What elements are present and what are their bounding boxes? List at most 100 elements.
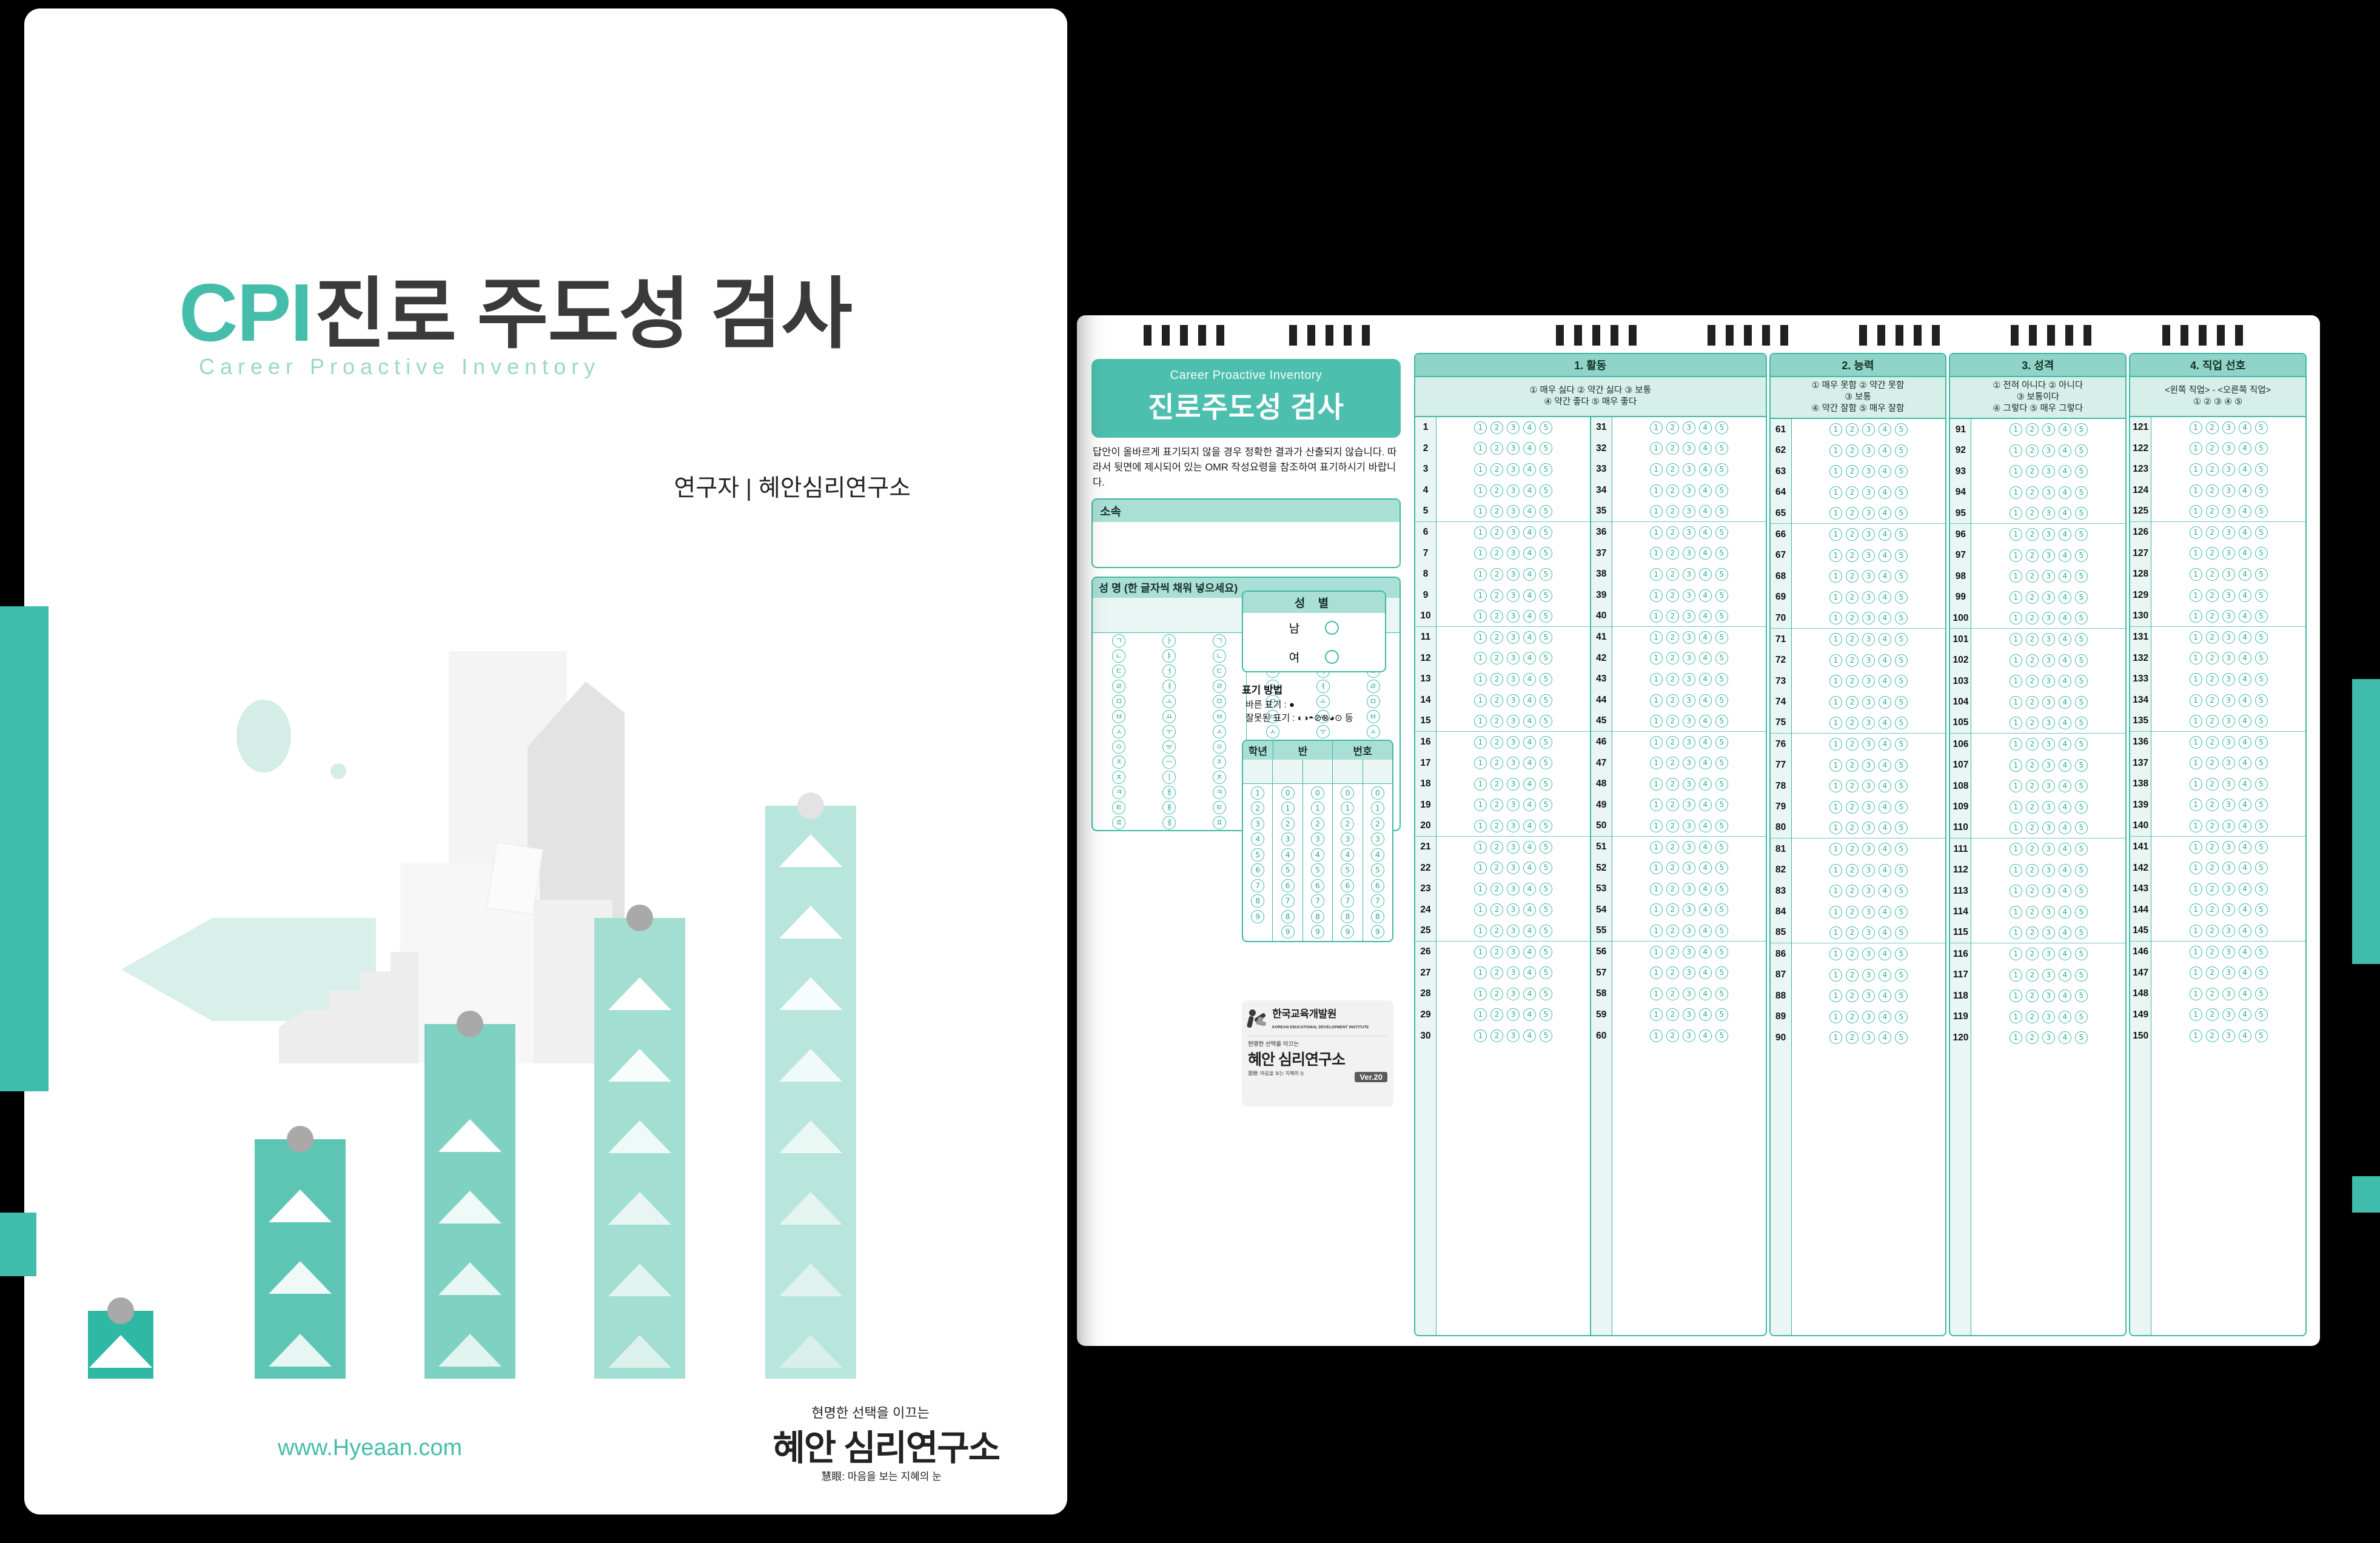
answer-bubble[interactable]: 5 [1715,882,1728,895]
answer-bubble[interactable]: 3 [1862,843,1875,856]
answer-bubble[interactable]: 5 [1894,486,1908,499]
answer-bubble[interactable]: 1 [1473,421,1487,434]
answer-bubble[interactable]: 2 [1845,863,1859,877]
answer-bubble[interactable]: 2 [1666,987,1679,1000]
answer-bubble[interactable]: 1 [1649,882,1663,895]
answer-bubble[interactable]: 1 [1829,885,1842,898]
answer-bubble[interactable]: 4 [2238,882,2251,895]
name-char-write-box[interactable] [1093,598,1246,634]
answer-bubble[interactable]: 4 [2058,675,2071,688]
answer-bubble[interactable]: 5 [1539,652,1552,665]
answer-bubble[interactable]: 5 [2074,968,2088,982]
answer-bubble[interactable]: 3 [1506,442,1520,455]
answer-bubble[interactable]: 3 [1682,504,1695,518]
answer-bubble[interactable]: 5 [1539,589,1552,602]
answer-bubble[interactable]: 1 [2189,798,2202,812]
number-ones-bubble-7[interactable]: 7 [1370,894,1384,908]
answer-bubble[interactable]: 5 [1894,549,1908,562]
name-bubble-row[interactable]: ㅍㅔㅍ [1093,815,1246,830]
answer-bubble[interactable]: 3 [2222,421,2235,434]
answer-bubble[interactable]: 1 [2009,780,2022,793]
name-bubble-row[interactable]: ㄴㅑㄴ [1093,648,1246,663]
answer-bubble[interactable]: 2 [1666,757,1679,770]
answer-bubble[interactable]: 3 [2042,738,2055,751]
answer-bubble[interactable]: 4 [1878,486,1891,499]
answer-section-4[interactable]: 4. 직업 선호 <왼쪽 직업> - <오른쪽 직업> ① ② ③ ④ ⑤ 121 12… [2129,353,2307,1336]
name-bubble-row[interactable]: ㄹㅕㄹ [1093,678,1246,694]
answer-bubble[interactable]: 3 [2042,633,2055,646]
answer-bubble[interactable]: 1 [1473,714,1487,728]
name-bubble-row[interactable]: ㄱㅏㄱ [1093,633,1246,648]
answer-bubble[interactable]: 5 [1894,948,1908,961]
answer-bubble[interactable]: 1 [2009,465,2022,478]
answer-bubble[interactable]: 5 [1715,819,1728,832]
answer-bubble[interactable]: 3 [2222,504,2235,518]
answer-bubble[interactable]: 2 [2205,714,2219,728]
answer-bubble[interactable]: 5 [2254,945,2268,959]
answer-bubble[interactable]: 1 [1473,526,1487,539]
answer-bubble[interactable]: 3 [1506,609,1520,623]
answer-bubble[interactable]: 1 [1473,1029,1487,1043]
answer-bubble[interactable]: 3 [1862,507,1875,520]
answer-bubble[interactable]: 4 [1698,547,1712,560]
cover-url[interactable]: www.Hyeaan.com [278,1435,463,1461]
answer-bubble[interactable]: 2 [2025,570,2039,583]
answer-bubble[interactable]: 1 [1473,819,1487,832]
answer-bubble[interactable]: 3 [1682,882,1695,895]
answer-bubble[interactable]: 5 [1539,903,1552,917]
answer-bubble[interactable]: 5 [1715,1029,1728,1043]
answer-bubble[interactable]: 3 [2042,968,2055,982]
answer-bubble[interactable]: 3 [1862,926,1875,939]
answer-bubble[interactable]: 5 [1539,1008,1552,1022]
answer-bubble[interactable]: 4 [2238,609,2251,623]
answer-bubble[interactable]: 5 [1539,966,1552,980]
answer-bubble[interactable]: 1 [2009,843,2022,856]
answer-bubble[interactable]: 1 [1829,570,1842,583]
answer-bubble[interactable]: 2 [1666,840,1679,854]
answer-bubble[interactable]: 3 [2042,507,2055,520]
answer-bubble[interactable]: 1 [2009,948,2022,961]
answer-bubble[interactable]: 5 [2254,924,2268,937]
answer-bubble[interactable]: 5 [1894,528,1908,541]
answer-bubble[interactable]: 2 [2205,589,2219,602]
answer-bubble[interactable]: 2 [1490,987,1503,1000]
answer-bubble[interactable]: 3 [2042,654,2055,667]
answer-bubble[interactable]: 2 [1666,672,1679,686]
name-bubble[interactable]: ㅕ [1162,679,1176,693]
answer-bubble[interactable]: 2 [2205,652,2219,665]
answer-bubble[interactable]: 5 [2254,609,2268,623]
answer-bubble[interactable]: 1 [1473,442,1487,455]
name-bubble[interactable]: ㅅ [1265,725,1279,738]
answer-bubble[interactable]: 3 [1506,484,1520,497]
answer-bubble[interactable]: 5 [2074,423,2088,437]
answer-bubble[interactable]: 4 [1878,780,1891,793]
answer-bubble[interactable]: 2 [2025,486,2039,499]
answer-bubble[interactable]: 3 [1682,1029,1695,1043]
answer-bubble[interactable]: 5 [2074,570,2088,583]
name-bubble[interactable]: ㄴ [1213,649,1227,663]
answer-bubble[interactable]: 1 [2189,463,2202,476]
answer-bubble[interactable]: 3 [1506,547,1520,560]
answer-bubble[interactable]: 5 [2074,633,2088,646]
name-bubble[interactable]: ㅅ [1112,725,1126,738]
answer-bubble[interactable]: 4 [1523,757,1536,770]
answer-bubble[interactable]: 1 [1649,819,1663,832]
answer-bubble[interactable]: 1 [2009,591,2022,604]
answer-bubble[interactable]: 5 [1539,463,1552,476]
answer-bubble[interactable]: 3 [1682,463,1695,476]
name-bubble[interactable]: ㄱ [1112,634,1126,648]
answer-bubble[interactable]: 3 [2042,486,2055,499]
answer-bubble[interactable]: 4 [2238,714,2251,728]
name-bubble[interactable]: ㄱ [1213,634,1227,648]
answer-bubble[interactable]: 2 [2025,758,2039,772]
answer-bubble[interactable]: 5 [1715,757,1728,770]
